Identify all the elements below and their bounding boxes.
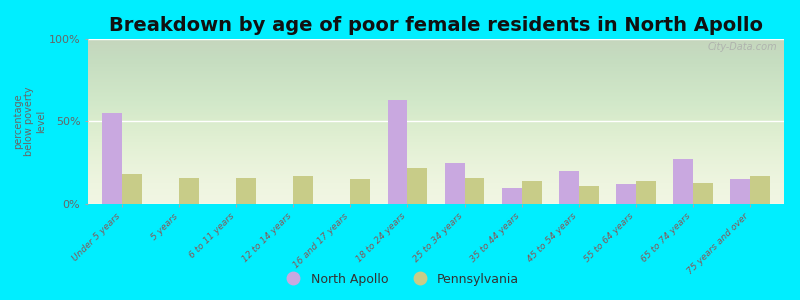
Bar [102,113,122,204]
Bar [122,174,142,204]
Bar [636,181,656,204]
Bar [522,181,542,204]
Bar [350,179,370,204]
Bar [179,178,199,204]
Text: City-Data.com: City-Data.com [707,42,777,52]
Bar [502,188,522,204]
Bar [673,159,693,204]
Bar [294,176,314,204]
Title: Breakdown by age of poor female residents in North Apollo: Breakdown by age of poor female resident… [109,16,763,35]
Bar [693,182,713,204]
Bar [616,184,636,204]
Bar [578,186,598,204]
Bar [558,171,578,204]
Bar [730,179,750,204]
Legend: North Apollo, Pennsylvania: North Apollo, Pennsylvania [276,268,524,291]
Bar [387,100,407,204]
Bar [407,168,427,204]
Bar [465,178,485,204]
Y-axis label: percentage
below poverty
level: percentage below poverty level [13,87,46,156]
Bar [445,163,465,204]
Bar [750,176,770,204]
Bar [236,178,256,204]
